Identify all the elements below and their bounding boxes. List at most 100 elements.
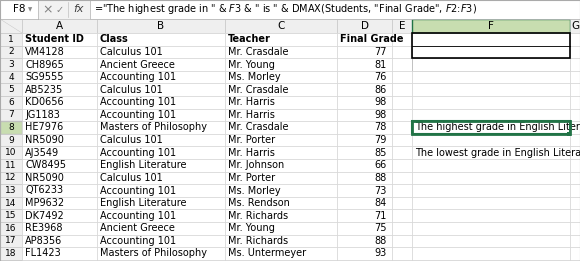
Bar: [97, 260, 225, 261]
Bar: [22, 197, 97, 209]
Text: Teacher: Teacher: [228, 34, 271, 44]
Bar: [22, 96, 97, 109]
Bar: [0, 19, 22, 33]
Bar: [392, 121, 412, 134]
Bar: [225, 71, 337, 84]
Bar: [0, 109, 22, 121]
Bar: [337, 121, 392, 134]
Text: 6: 6: [8, 98, 14, 107]
Text: 14: 14: [5, 199, 17, 207]
Text: Mr. Harris: Mr. Harris: [228, 97, 275, 107]
Text: 10: 10: [5, 148, 17, 157]
Bar: [0, 260, 22, 261]
Bar: [22, 109, 97, 121]
Text: Accounting 101: Accounting 101: [100, 110, 176, 120]
Text: 78: 78: [375, 122, 387, 133]
Bar: [412, 33, 570, 46]
Bar: [392, 84, 412, 96]
Bar: [412, 84, 570, 96]
Text: Mr. Crasdale: Mr. Crasdale: [228, 85, 288, 95]
Text: FL1423: FL1423: [25, 248, 61, 258]
Bar: [570, 71, 580, 84]
Bar: [97, 209, 225, 222]
Text: Final Grade: Final Grade: [340, 34, 404, 44]
Bar: [22, 159, 97, 171]
Text: JG1183: JG1183: [25, 110, 60, 120]
Text: AP8356: AP8356: [25, 236, 62, 246]
Text: Ancient Greece: Ancient Greece: [100, 60, 175, 69]
Text: 2: 2: [8, 48, 14, 56]
Text: AB5235: AB5235: [25, 85, 63, 95]
Text: B: B: [157, 21, 165, 31]
Bar: [570, 46, 580, 58]
Bar: [392, 96, 412, 109]
Text: 84: 84: [375, 198, 387, 208]
Bar: [412, 146, 570, 159]
Bar: [337, 134, 392, 146]
Text: 66: 66: [375, 160, 387, 170]
Text: Mr. Harris: Mr. Harris: [228, 110, 275, 120]
Text: KD0656: KD0656: [25, 97, 64, 107]
Bar: [22, 184, 97, 197]
Bar: [392, 197, 412, 209]
Text: Accounting 101: Accounting 101: [100, 236, 176, 246]
Bar: [97, 19, 225, 33]
Bar: [337, 71, 392, 84]
Text: A: A: [56, 21, 63, 31]
Bar: [22, 58, 97, 71]
Bar: [337, 222, 392, 235]
Text: 17: 17: [5, 236, 17, 245]
Bar: [570, 159, 580, 171]
Text: 88: 88: [375, 236, 387, 246]
Text: Mr. Porter: Mr. Porter: [228, 135, 275, 145]
Text: HE7976: HE7976: [25, 122, 63, 133]
Bar: [392, 33, 412, 46]
Bar: [392, 235, 412, 247]
Bar: [392, 171, 412, 184]
Text: Mr. Richards: Mr. Richards: [228, 211, 288, 221]
Bar: [337, 159, 392, 171]
Text: Ms. Morley: Ms. Morley: [228, 72, 281, 82]
Bar: [412, 159, 570, 171]
Text: Ms. Rendson: Ms. Rendson: [228, 198, 290, 208]
Bar: [337, 109, 392, 121]
Text: CH8965: CH8965: [25, 60, 64, 69]
Bar: [225, 247, 337, 260]
Bar: [97, 84, 225, 96]
Bar: [22, 171, 97, 184]
Text: 7: 7: [8, 110, 14, 119]
Bar: [570, 247, 580, 260]
Bar: [337, 33, 392, 46]
Bar: [97, 235, 225, 247]
Text: 75: 75: [375, 223, 387, 233]
Text: Accounting 101: Accounting 101: [100, 97, 176, 107]
Bar: [412, 171, 570, 184]
Text: 5: 5: [8, 85, 14, 94]
Bar: [570, 235, 580, 247]
Bar: [0, 0, 38, 19]
Bar: [392, 109, 412, 121]
Bar: [22, 146, 97, 159]
Text: Mr. Johnson: Mr. Johnson: [228, 160, 284, 170]
Text: 11: 11: [5, 161, 17, 170]
Bar: [97, 222, 225, 235]
Bar: [570, 222, 580, 235]
Bar: [97, 134, 225, 146]
Bar: [0, 146, 22, 159]
Bar: [570, 184, 580, 197]
Bar: [570, 197, 580, 209]
Bar: [392, 209, 412, 222]
Bar: [392, 71, 412, 84]
Text: ▼: ▼: [28, 7, 32, 12]
Text: CW8495: CW8495: [25, 160, 66, 170]
Bar: [225, 33, 337, 46]
Text: MP9632: MP9632: [25, 198, 64, 208]
Bar: [0, 71, 22, 84]
Bar: [392, 146, 412, 159]
Text: Masters of Philosophy: Masters of Philosophy: [100, 122, 207, 133]
Text: 85: 85: [375, 148, 387, 158]
Bar: [22, 235, 97, 247]
Bar: [337, 146, 392, 159]
Text: Mr. Crasdale: Mr. Crasdale: [228, 47, 288, 57]
Bar: [570, 134, 580, 146]
